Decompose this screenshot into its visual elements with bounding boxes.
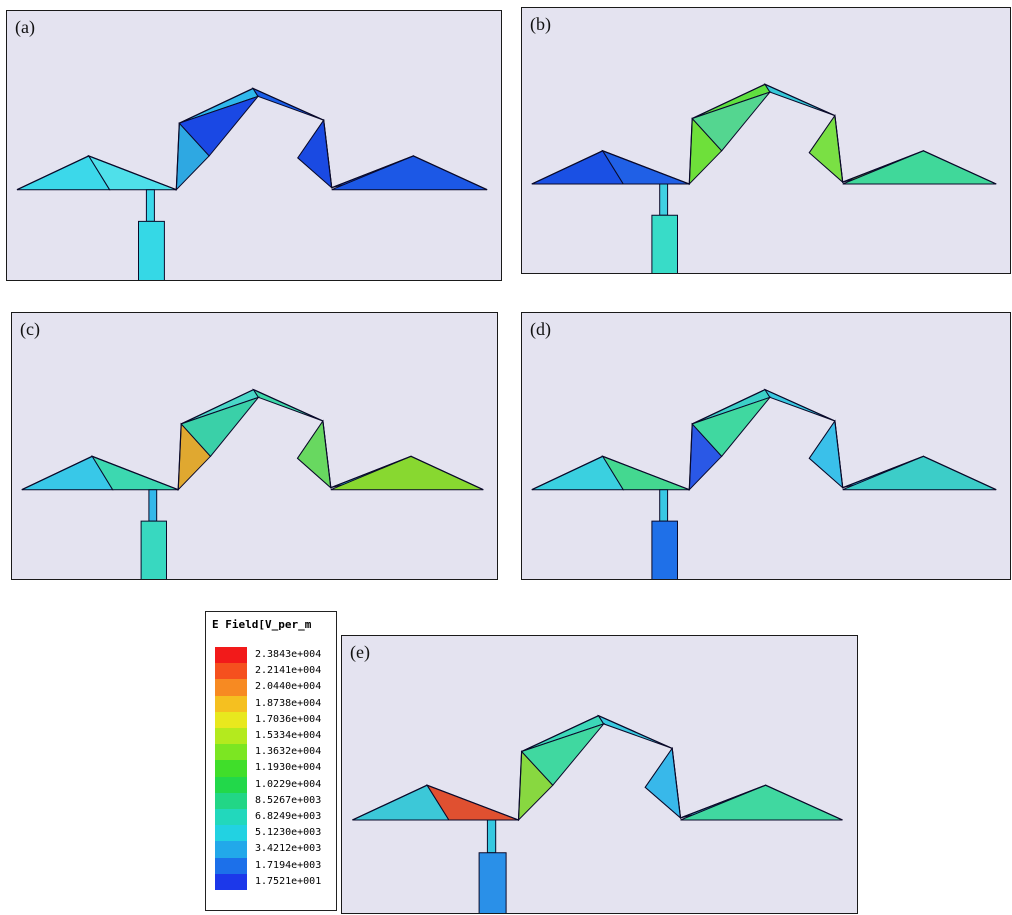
radiator-segment-t9 xyxy=(180,396,260,458)
feed-line xyxy=(148,489,158,522)
legend-value: 2.3843e+004 xyxy=(255,649,322,660)
panel-c: (c) xyxy=(11,312,498,580)
legend-swatch xyxy=(215,873,247,891)
feed-pad xyxy=(140,520,167,579)
feed-pad xyxy=(651,520,678,579)
radiator-segment-t8 xyxy=(330,455,484,491)
antenna-field-plot xyxy=(531,83,997,273)
panel-d: (d) xyxy=(521,312,1011,580)
radiator-segment-t10 xyxy=(808,114,844,184)
legend-swatch xyxy=(215,857,247,875)
legend-swatch xyxy=(215,711,247,729)
feed-line xyxy=(659,183,669,216)
legend-swatch xyxy=(215,695,247,713)
radiator-outline xyxy=(352,715,843,821)
feed-pad xyxy=(478,852,507,913)
legend-value: 1.0229e+004 xyxy=(255,778,322,790)
panel-label: (c) xyxy=(20,319,40,339)
legend-swatch xyxy=(215,728,247,745)
panel-label: (d) xyxy=(530,319,551,339)
legend-value: 8.5267e+003 xyxy=(255,794,322,806)
legend-value: 1.7521e+001 xyxy=(255,875,322,887)
panel-label: (b) xyxy=(530,14,551,34)
radiator-segment-t9 xyxy=(178,95,260,157)
legend-swatch xyxy=(215,663,247,680)
legend-swatch xyxy=(215,776,247,794)
legend-value: 1.5334e+004 xyxy=(255,730,322,741)
radiator-outline xyxy=(21,388,484,491)
radiator-segment-t8 xyxy=(842,455,997,491)
antenna-field-plot xyxy=(21,388,484,579)
legend-value: 1.7194e+003 xyxy=(255,859,322,871)
radiator-outline xyxy=(531,388,997,491)
radiator-segment-t10 xyxy=(644,747,682,820)
radiator-segment-t10 xyxy=(297,118,333,189)
antenna-field-plot xyxy=(352,714,843,913)
feed-line xyxy=(486,819,497,854)
legend-swatch xyxy=(215,760,247,778)
legend-value: 1.8738e+004 xyxy=(255,697,322,709)
legend-swatch xyxy=(215,647,247,664)
radiator-segment-t9 xyxy=(520,722,606,786)
feed-pad xyxy=(651,214,678,273)
radiator-segment-t8 xyxy=(331,155,488,191)
legend-value: 1.7036e+004 xyxy=(255,713,322,725)
antenna-field-plot xyxy=(16,87,488,280)
legend-title: E Field[V_per_m xyxy=(212,618,312,631)
legend-swatch xyxy=(215,825,247,842)
feed-line xyxy=(659,489,669,522)
radiator-segment-t10 xyxy=(808,419,844,489)
legend-swatch xyxy=(215,792,247,810)
legend-value: 2.2141e+004 xyxy=(255,665,322,677)
legend-value: 2.0440e+004 xyxy=(255,681,322,693)
radiator-outline xyxy=(531,83,997,185)
radiator-segment-t10 xyxy=(296,419,332,489)
radiator-segment-t8 xyxy=(680,784,843,821)
radiator-segment-t9 xyxy=(691,396,772,458)
field-legend: E Field[V_per_m 2.3843e+004 2.2141e+004 2.… xyxy=(205,611,337,911)
panel-a: (a) xyxy=(6,10,502,281)
legend-swatch xyxy=(215,744,247,761)
legend-swatch xyxy=(215,679,247,697)
legend-value: 5.1230e+003 xyxy=(255,827,322,839)
radiator-segment-t8 xyxy=(842,150,997,185)
antenna-field-plot xyxy=(531,388,997,579)
panel-e: (e) xyxy=(341,635,858,914)
radiator-segment-t9 xyxy=(691,91,772,152)
radiator-outline xyxy=(16,87,488,191)
legend-value: 3.4212e+003 xyxy=(255,843,322,855)
feed-pad xyxy=(138,220,165,280)
panel-b: (b) xyxy=(521,7,1011,274)
legend-value: 1.1930e+004 xyxy=(255,762,322,774)
panel-label: (e) xyxy=(350,642,370,662)
feed-line xyxy=(145,189,155,222)
legend-value: 1.3632e+004 xyxy=(255,746,322,758)
legend-swatch xyxy=(215,809,247,826)
legend-value: 6.8249e+003 xyxy=(255,811,322,822)
panel-label: (a) xyxy=(15,17,35,37)
legend-swatch xyxy=(215,841,247,859)
